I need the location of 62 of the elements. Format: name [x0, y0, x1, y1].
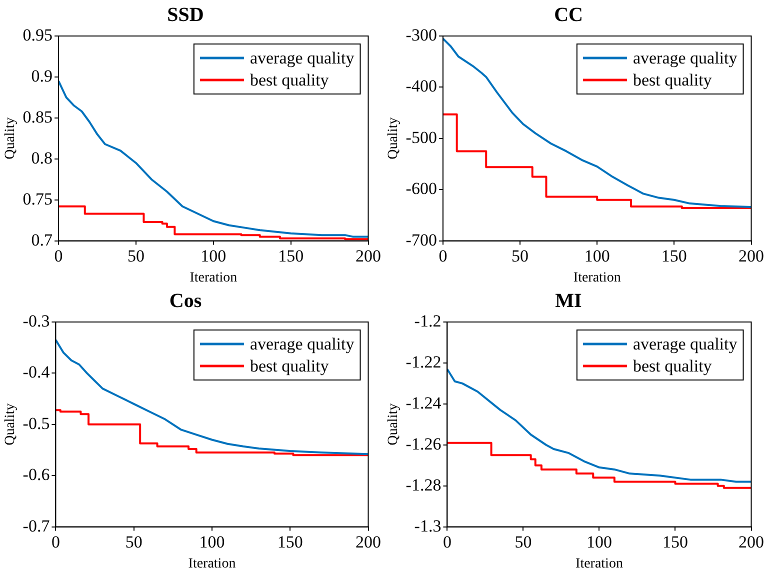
x-tick-label: 50: [127, 246, 144, 266]
x-tick-label: 150: [661, 246, 687, 266]
chart-title: MI: [555, 290, 582, 312]
y-tick-label: -1.2: [414, 311, 442, 330]
x-tick-label: 100: [199, 532, 225, 552]
x-axis-title: Iteration: [188, 556, 236, 572]
x-tick-label: 100: [200, 246, 226, 266]
x-tick-label: 0: [54, 246, 63, 266]
y-tick-label: -500: [406, 128, 437, 147]
y-tick-label: -0.4: [22, 362, 50, 382]
x-tick-label: 100: [586, 532, 612, 552]
legend-label: best quality: [250, 70, 330, 90]
legend-label: best quality: [632, 356, 712, 376]
x-tick-label: 150: [278, 246, 304, 266]
y-tick-label: -0.7: [22, 516, 50, 536]
chart-title: Cos: [169, 290, 202, 312]
y-tick-label: 0.8: [31, 148, 53, 168]
y-tick-label: 0.95: [22, 25, 53, 44]
legend-label: average quality: [632, 48, 738, 68]
x-axis-title: Iteration: [576, 556, 623, 572]
y-axis-title: Quality: [386, 117, 402, 160]
y-tick-label: -600: [406, 179, 437, 198]
x-tick-label: 200: [738, 246, 764, 266]
y-tick-label: -400: [406, 76, 437, 96]
y-tick-label: -1.26: [406, 434, 442, 454]
legend-label: best quality: [250, 356, 330, 376]
x-tick-label: 200: [356, 246, 381, 266]
x-tick-label: 150: [662, 532, 688, 552]
x-tick-label: 200: [356, 532, 381, 552]
legend-label: average quality: [632, 334, 738, 354]
y-tick-label: -1.28: [406, 475, 442, 494]
y-tick-label: -1.24: [406, 393, 442, 412]
x-tick-label: 200: [738, 532, 764, 552]
x-tick-label: 50: [125, 532, 142, 552]
y-tick-label: 0.9: [31, 66, 53, 86]
x-tick-label: 0: [438, 246, 448, 266]
x-axis-title: Iteration: [573, 270, 621, 286]
y-tick-label: -0.6: [22, 465, 50, 484]
y-axis-title: Quality: [386, 403, 402, 446]
y-tick-label: 0.85: [22, 107, 53, 126]
y-tick-label: -1.3: [414, 516, 442, 536]
y-axis-title: Quality: [3, 117, 18, 160]
legend-label: average quality: [250, 334, 355, 354]
y-tick-label: 0.7: [31, 230, 54, 250]
y-tick-label: -0.3: [22, 311, 50, 330]
x-tick-label: 100: [584, 246, 610, 266]
x-tick-label: 150: [277, 532, 303, 552]
chart-title: SSD: [167, 4, 204, 26]
y-axis-title: Quality: [3, 403, 18, 446]
x-axis-title: Iteration: [190, 270, 238, 286]
y-tick-label: -0.5: [22, 414, 50, 433]
x-tick-label: 0: [442, 532, 452, 552]
x-tick-label: 50: [514, 532, 532, 552]
y-tick-label: -1.22: [406, 352, 442, 372]
legend-label: average quality: [250, 48, 355, 68]
y-tick-label: 0.75: [22, 189, 53, 208]
x-tick-label: 0: [51, 532, 60, 552]
chart-title: CC: [554, 4, 583, 26]
legend-label: best quality: [632, 70, 712, 90]
y-tick-label: -300: [406, 25, 437, 44]
x-tick-label: 50: [512, 246, 529, 266]
y-tick-label: -700: [406, 230, 437, 250]
